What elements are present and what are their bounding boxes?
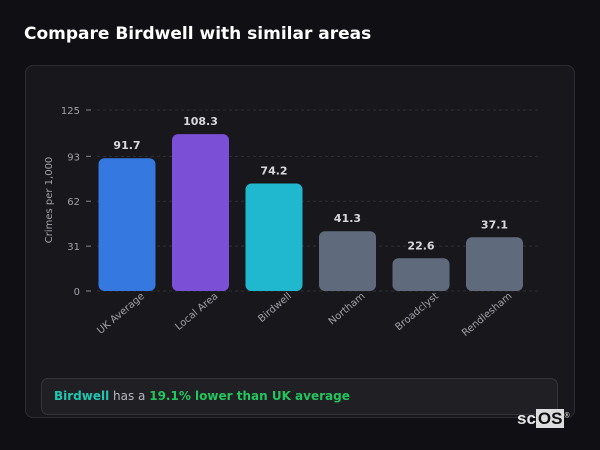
x-tick-label: Local Area (173, 291, 220, 333)
data-label: 108.3 (183, 115, 218, 128)
data-label: 22.6 (407, 239, 434, 252)
y-axis-label: Crimes per 1,000 (44, 157, 55, 244)
bar-birdwell (245, 183, 303, 291)
x-tick-label: Rendlesham (460, 291, 514, 339)
bar-uk-average (98, 158, 156, 291)
data-label: 91.7 (113, 139, 140, 152)
y-tick-label: 31 (67, 242, 80, 253)
x-tick-label: UK Average (95, 291, 147, 337)
data-label: 41.3 (334, 212, 361, 225)
bar-broadclyst (392, 258, 450, 291)
insight-text: has a (109, 389, 150, 403)
x-tick-label: Birdwell (256, 291, 294, 325)
data-label: 74.2 (260, 165, 287, 178)
y-tick-label: 93 (67, 152, 80, 163)
bar-local-area (172, 134, 229, 291)
y-tick-label: 125 (61, 106, 80, 117)
x-tick-label: Broadclyst (394, 291, 441, 333)
y-tick-label: 62 (67, 197, 80, 208)
y-tick-label: 0 (74, 287, 80, 298)
bar-northam (319, 231, 376, 291)
insight-box: Birdwell has a 19.1% lower than UK avera… (41, 378, 558, 415)
bar-rendlesham (466, 237, 523, 291)
insight-area: Birdwell (54, 389, 110, 403)
data-label: 37.1 (481, 218, 508, 231)
scos-logo: sc OS ® (517, 409, 570, 428)
insight-highlight: 19.1% lower than UK average (149, 389, 350, 403)
x-tick-label: Northam (327, 291, 368, 328)
page-title: Compare Birdwell with similar areas (24, 24, 372, 44)
